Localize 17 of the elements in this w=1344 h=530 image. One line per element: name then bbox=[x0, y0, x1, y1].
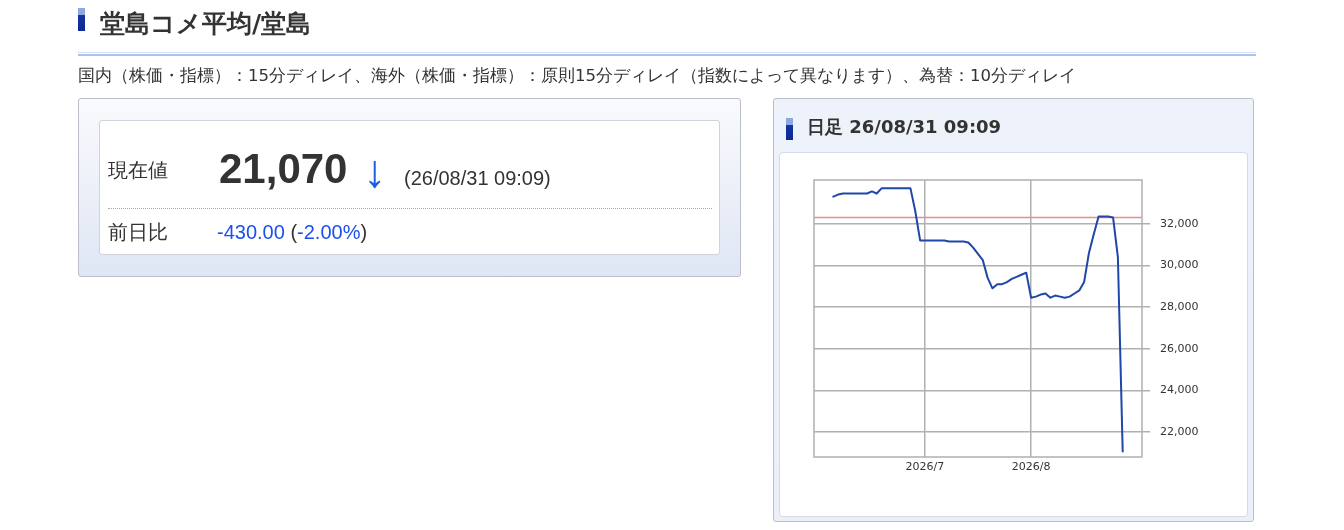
text: -430.00 (-2.00%) bbox=[217, 221, 368, 243]
text: 国内（株価・指標）：15分ディレイ、海外（株価・指標）：原則15分ディレイ（指数によって異なります）、為替：10分ディレイ bbox=[78, 65, 1076, 87]
y-tick-label: 32,000 bbox=[1160, 216, 1199, 230]
y-tick-label: 24,000 bbox=[1160, 383, 1199, 397]
y-tick-label: 30,000 bbox=[1160, 258, 1199, 272]
y-tick-label: 26,000 bbox=[1160, 341, 1199, 355]
y-tick-label: 28,000 bbox=[1160, 299, 1199, 313]
text: 21,070 bbox=[219, 145, 348, 193]
x-tick-label: 2026/7 bbox=[905, 460, 945, 474]
text: 堂島コメ平均/堂島 bbox=[100, 8, 312, 40]
text: (26/08/31 09:09) bbox=[404, 166, 551, 190]
chart-title: 日足 26/08/31 09:09 bbox=[807, 115, 1002, 139]
text: 現在値 bbox=[108, 158, 168, 182]
text: 前日比 bbox=[108, 220, 168, 244]
x-tick-label: 2026/8 bbox=[1011, 460, 1051, 474]
y-tick-label: 22,000 bbox=[1160, 424, 1199, 438]
text: ↓ bbox=[363, 145, 386, 197]
